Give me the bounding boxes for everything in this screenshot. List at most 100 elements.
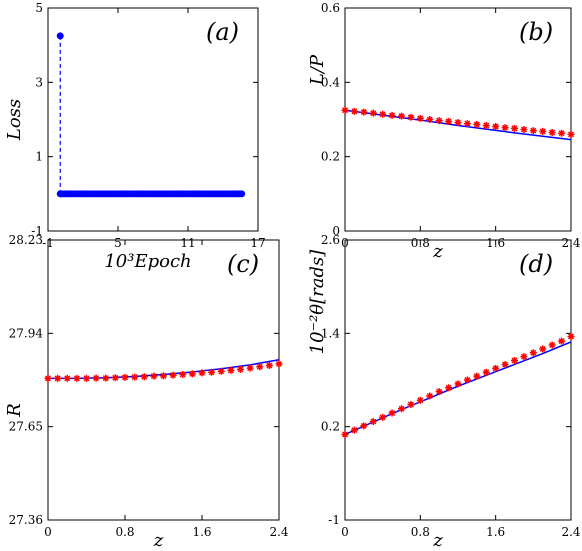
axes-frame <box>47 239 280 521</box>
series-marker <box>63 374 71 382</box>
x-tick-label: 17 <box>250 236 265 250</box>
series-marker <box>350 426 358 434</box>
series-marker <box>275 360 283 368</box>
y-tick-label: 0.6 <box>321 1 340 15</box>
x-tick-label: 11 <box>180 236 195 250</box>
panel-c: 0 0.8 1.6 2.4 27.36 27.65 27.94 28.23 (c) z R <box>4 233 289 551</box>
series-marker <box>539 345 547 353</box>
series-marker <box>92 374 100 382</box>
series-marker <box>454 380 462 388</box>
series-marker <box>121 373 129 381</box>
series-marker <box>227 366 235 374</box>
y-tick-label: 0.2 <box>321 420 340 434</box>
y-axis-label: 10⁻²θ[rads] <box>307 249 328 355</box>
y-tick-label: 28.23 <box>9 233 43 247</box>
series-marker <box>463 376 471 384</box>
panel-label: (b) <box>519 18 553 46</box>
y-tick-label: 1 <box>35 150 43 164</box>
series-marker <box>398 405 405 413</box>
x-tick-label: 1.6 <box>192 525 211 539</box>
x-axis-label: z <box>153 530 164 551</box>
series-marker <box>341 106 349 114</box>
panel-label: (c) <box>227 250 259 278</box>
y-tick-label: 3 <box>35 75 43 89</box>
series-marker <box>188 370 196 378</box>
series-marker <box>492 364 500 372</box>
y-tick-label: 0 <box>332 224 340 238</box>
series-marker <box>426 392 434 400</box>
series-marker <box>160 372 167 380</box>
series-marker <box>482 121 490 129</box>
series-marker <box>169 371 177 379</box>
series-marker <box>237 365 244 373</box>
x-tick-label: 0 <box>44 525 52 539</box>
series-marker <box>73 374 81 382</box>
series-marker <box>435 117 443 125</box>
series-marker <box>416 396 424 404</box>
series-marker <box>265 362 273 370</box>
series-marker <box>463 120 471 128</box>
y-tick-label: 27.65 <box>9 420 43 434</box>
series-marker <box>360 422 368 430</box>
series-marker <box>217 367 225 375</box>
series-marker <box>482 368 490 376</box>
x-tick-label: 0.8 <box>411 525 430 539</box>
y-tick-label: 0.4 <box>321 75 340 89</box>
series-marker <box>501 360 509 368</box>
series-marker <box>388 111 396 119</box>
series-marker <box>445 384 453 392</box>
series-marker <box>407 113 415 121</box>
series-marker <box>388 409 396 417</box>
series-marker <box>529 127 537 135</box>
series-marker <box>511 357 518 365</box>
axes-frame <box>47 7 259 232</box>
x-tick-label: 1.6 <box>486 525 505 539</box>
axes-frame <box>344 7 572 232</box>
series-marker <box>567 130 575 138</box>
x-tick-label: 0 <box>341 525 349 539</box>
series-marker <box>558 337 566 345</box>
y-tick-label: 5 <box>35 1 43 15</box>
series-marker <box>558 129 566 137</box>
series-marker <box>548 129 556 137</box>
series-marker <box>369 418 377 426</box>
series-marker <box>131 373 139 381</box>
series-marker <box>246 364 254 372</box>
series-marker <box>208 368 216 376</box>
series-marker <box>140 373 148 381</box>
series-marker <box>350 107 358 115</box>
x-axis-label: 10³Epoch <box>104 251 191 272</box>
series-marker <box>360 108 368 116</box>
y-tick-label: -1 <box>31 224 43 238</box>
series-marker <box>492 123 500 131</box>
series-marker <box>111 374 119 382</box>
series-marker <box>379 413 387 421</box>
series-marker <box>473 120 481 128</box>
panel-b: 00.81.62.400.20.40.6(b)zL/P <box>307 1 581 262</box>
x-tick-label: 2.4 <box>561 525 580 539</box>
series-marker <box>473 372 481 380</box>
panel-label: (d) <box>519 250 553 278</box>
y-tick-label: -1 <box>328 513 340 527</box>
series-marker <box>435 388 443 396</box>
series-marker <box>501 124 509 132</box>
y-tick-label: 2.6 <box>321 233 340 247</box>
series-marker <box>54 374 62 382</box>
series-marker <box>520 126 528 134</box>
panel-label: (a) <box>206 18 239 46</box>
y-axis-label: R <box>4 403 25 418</box>
series-marker <box>539 127 547 135</box>
y-tick-label: 1.4 <box>321 326 340 340</box>
loss-initial-point <box>56 32 64 40</box>
series-marker <box>44 374 52 382</box>
y-tick-label: 0.2 <box>321 150 340 164</box>
series-marker <box>256 363 264 371</box>
series-marker <box>454 118 462 126</box>
series-marker <box>198 369 206 377</box>
series-marker <box>529 349 537 357</box>
series-marker <box>511 124 518 132</box>
series-marker <box>379 110 387 118</box>
series-marker <box>179 371 187 379</box>
x-tick-label: 2.4 <box>269 525 288 539</box>
